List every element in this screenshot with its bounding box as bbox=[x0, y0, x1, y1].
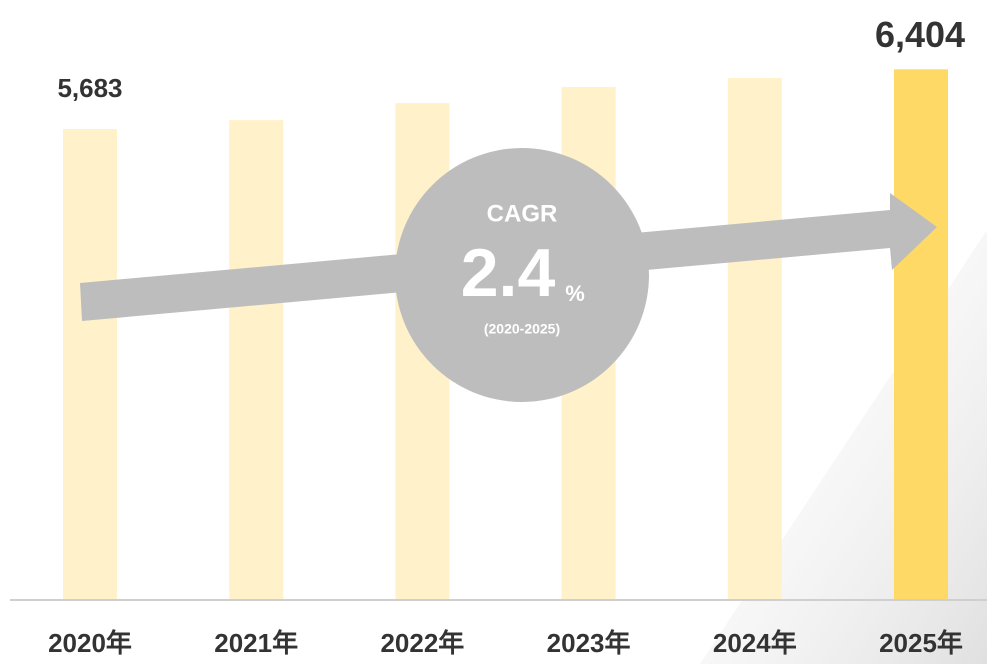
bar bbox=[894, 69, 948, 601]
value-label: 5,683 bbox=[57, 73, 122, 103]
x-tick-label: 2025年 bbox=[879, 628, 963, 658]
x-tick-label: 2020年 bbox=[48, 628, 132, 658]
x-tick-label: 2021年 bbox=[214, 628, 298, 658]
cagr-value: 2.4 bbox=[461, 235, 556, 311]
cagr-period: (2020-2025) bbox=[484, 321, 560, 337]
x-tick-label: 2023年 bbox=[547, 628, 631, 658]
cagr-unit: % bbox=[565, 281, 585, 306]
x-tick-label: 2024年 bbox=[713, 628, 797, 658]
bar bbox=[63, 129, 117, 600]
x-tick-label: 2022年 bbox=[380, 628, 464, 658]
cagr-circle bbox=[395, 148, 649, 402]
value-label: 6,404 bbox=[875, 14, 965, 55]
bar bbox=[727, 78, 782, 601]
bar bbox=[229, 120, 284, 601]
cagr-label: CAGR bbox=[487, 200, 558, 227]
